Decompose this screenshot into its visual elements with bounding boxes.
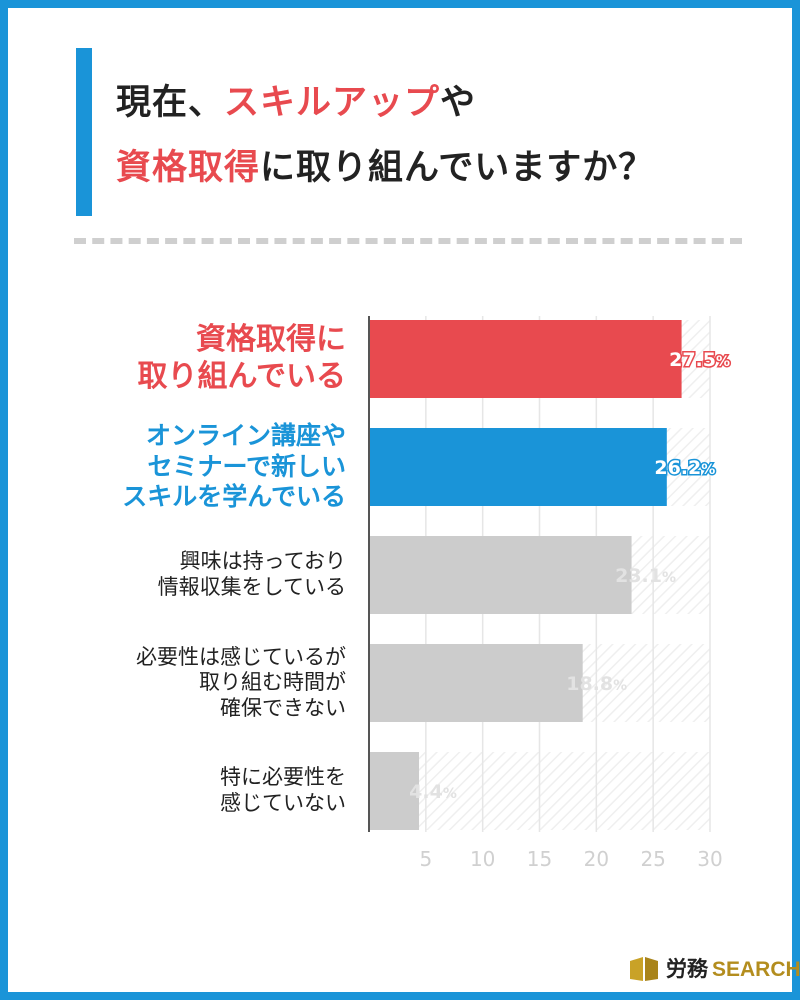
x-tick-label: 25 xyxy=(640,847,665,871)
category-label-line: オンライン講座や xyxy=(145,421,346,451)
category-label-line: セミナーで新しい xyxy=(147,451,346,481)
category-label-line: 取り組んでいる xyxy=(137,358,347,394)
category-label-line: 特に必要性を xyxy=(220,765,346,790)
dashed-divider xyxy=(74,238,742,244)
bar xyxy=(369,536,632,614)
x-tick-label: 30 xyxy=(697,847,722,871)
x-tick-label: 20 xyxy=(584,847,609,871)
brand-logo: 労務 SEARCH xyxy=(628,952,800,984)
title-highlight-qualification: 資格取得 xyxy=(116,148,261,188)
category-label-line: 必要性は感じているが xyxy=(136,644,346,669)
category-label-line: スキルを学んでいる xyxy=(122,482,346,512)
bar xyxy=(369,644,583,722)
title-line-2: 資格取得に取り組んでいますか？ xyxy=(116,139,654,190)
category-label: 興味は持っており 情報収集をしている xyxy=(158,549,346,600)
x-tick-label: 15 xyxy=(527,847,552,871)
category-label-line: 情報収集をしている xyxy=(157,574,346,599)
category-label-line: 確保できない xyxy=(220,695,346,720)
category-label-line: 感じていない xyxy=(220,790,346,815)
title-prefix: 現在、 xyxy=(116,83,225,123)
title-suffix-1: や xyxy=(440,83,477,123)
category-label: 必要性は感じているが 取り組む時間が 確保できない xyxy=(136,645,346,722)
x-tick-label: 10 xyxy=(470,847,495,871)
title-suffix-2: に取り組んでいますか？ xyxy=(260,148,655,188)
x-tick-label: 5 xyxy=(419,847,432,871)
value-label: 18.8% xyxy=(566,673,627,695)
category-label-line: 興味は持っており xyxy=(179,549,346,574)
title-line-1: 現在、スキルアップや xyxy=(116,74,476,125)
category-label: オンライン講座や セミナーで新しい スキルを学んでいる xyxy=(122,421,346,513)
brand-name: 労務 SEARCH xyxy=(666,958,800,981)
book-icon xyxy=(630,957,658,981)
bar xyxy=(369,320,682,398)
title-accent-bar xyxy=(76,48,92,216)
value-label: 26.2% xyxy=(654,457,715,479)
category-label-line: 資格取得に xyxy=(196,322,346,358)
bar xyxy=(369,752,420,830)
title-highlight-skillup: スキルアップ xyxy=(224,83,441,123)
category-label: 資格取得に 取り組んでいる xyxy=(138,322,347,395)
value-label: 27.5% xyxy=(669,349,730,371)
value-label: 23.1% xyxy=(615,565,676,587)
value-label: 4.4% xyxy=(409,781,457,803)
bar xyxy=(369,428,667,506)
category-label-line: 取り組む時間が xyxy=(199,670,346,695)
category-label: 特に必要性を 感じていない xyxy=(220,765,346,816)
